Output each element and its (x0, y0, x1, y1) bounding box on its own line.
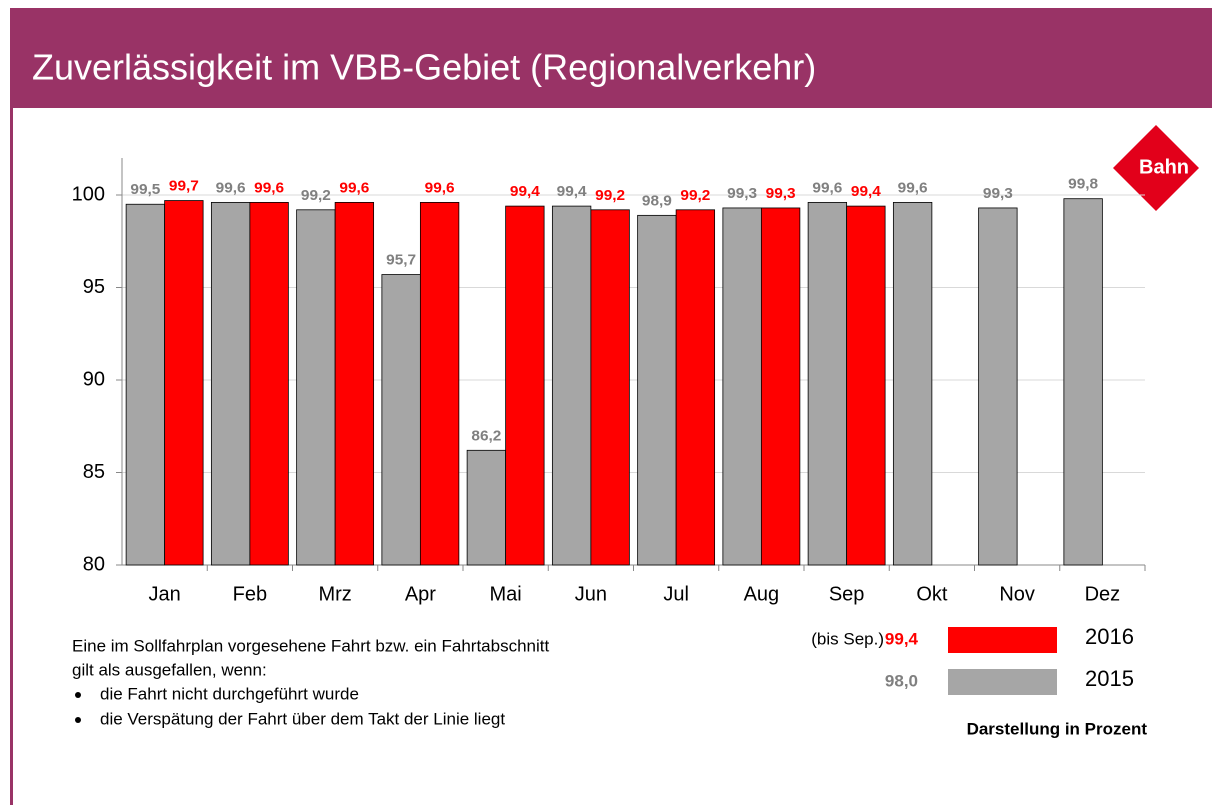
bar (892, 201, 933, 566)
unit-note: Darstellung in Prozent (967, 719, 1148, 738)
bar (249, 201, 289, 566)
legend-average: 98,0 (885, 671, 918, 690)
y-tick-label: 90 (83, 368, 105, 390)
bar (296, 209, 336, 566)
x-tick-label: Jan (149, 583, 181, 605)
value-label: 99,6 (898, 179, 928, 196)
legend-label: 2016 (1085, 624, 1134, 649)
x-tick-label: Mai (490, 583, 522, 605)
slide-title: Zuverlässigkeit im VBB-Gebiet (Regionalv… (32, 47, 816, 88)
value-label: 95,7 (386, 252, 416, 269)
legend-average: 99,4 (885, 629, 919, 648)
value-label: 98,9 (642, 192, 672, 209)
value-label: 99,3 (766, 185, 796, 202)
value-label: 86,2 (471, 427, 501, 444)
x-tick-label: Jul (663, 583, 689, 605)
value-label: 99,2 (595, 187, 625, 204)
value-label: 99,4 (851, 183, 882, 200)
x-tick-label: Okt (916, 583, 948, 605)
y-tick-label: 85 (83, 461, 105, 483)
bar (760, 207, 801, 566)
value-label: 99,6 (216, 179, 246, 196)
x-tick-label: Apr (405, 583, 436, 605)
value-label: 99,3 (983, 185, 1013, 202)
bar (637, 214, 677, 566)
footnote-bullet: die Verspätung der Fahrt über dem Takt d… (100, 709, 505, 728)
bar (210, 201, 251, 566)
bar (722, 207, 762, 566)
footnote-text: Eine im Sollfahrplan vorgesehene Fahrt b… (72, 636, 549, 655)
value-label: 99,6 (812, 179, 842, 196)
legend-swatch (948, 669, 1057, 695)
bar (551, 205, 592, 566)
legend-swatch (948, 627, 1057, 653)
left-border (10, 108, 13, 805)
logo-diamond (1113, 125, 1199, 211)
value-label: 99,3 (727, 185, 757, 202)
value-label: 99,7 (169, 178, 199, 195)
bar (419, 201, 460, 566)
value-label: 99,4 (510, 183, 541, 200)
bar (590, 209, 630, 566)
x-tick-label: Dez (1085, 583, 1121, 605)
x-tick-label: Mrz (318, 583, 351, 605)
y-tick-label: 80 (83, 553, 105, 575)
bar (1063, 198, 1103, 566)
bar (334, 201, 375, 566)
x-tick-label: Nov (999, 583, 1035, 605)
bullet (75, 692, 81, 698)
x-tick-label: Jun (575, 583, 607, 605)
y-tick-label: 100 (72, 183, 105, 205)
logo-text: Bahn (1139, 156, 1189, 178)
bar (675, 209, 716, 566)
header-band (10, 8, 1212, 108)
x-tick-label: Sep (829, 583, 865, 605)
value-label: 99,2 (680, 187, 710, 204)
footnote-text: gilt als ausgefallen, wenn: (72, 660, 267, 679)
value-label: 99,6 (254, 179, 284, 196)
bar (466, 449, 507, 566)
x-tick-label: Aug (744, 583, 780, 605)
y-tick-label: 95 (83, 276, 105, 298)
bullet (75, 717, 81, 723)
value-label: 99,6 (339, 179, 369, 196)
value-label: 99,8 (1068, 176, 1098, 193)
value-label: 99,5 (130, 181, 160, 198)
footnote-bullet: die Fahrt nicht durchgeführt wurde (100, 684, 359, 703)
value-label: 99,4 (557, 183, 588, 200)
bar (978, 207, 1018, 566)
bar (807, 201, 848, 566)
bar (505, 205, 545, 566)
value-label: 99,6 (425, 179, 455, 196)
bar (846, 205, 886, 566)
bar (164, 200, 204, 566)
value-label: 99,2 (301, 187, 331, 204)
legend-label: 2015 (1085, 666, 1134, 691)
bar (381, 274, 421, 566)
x-tick-label: Feb (233, 583, 267, 605)
legend-note: (bis Sep.) (811, 629, 884, 648)
bar (125, 203, 166, 566)
